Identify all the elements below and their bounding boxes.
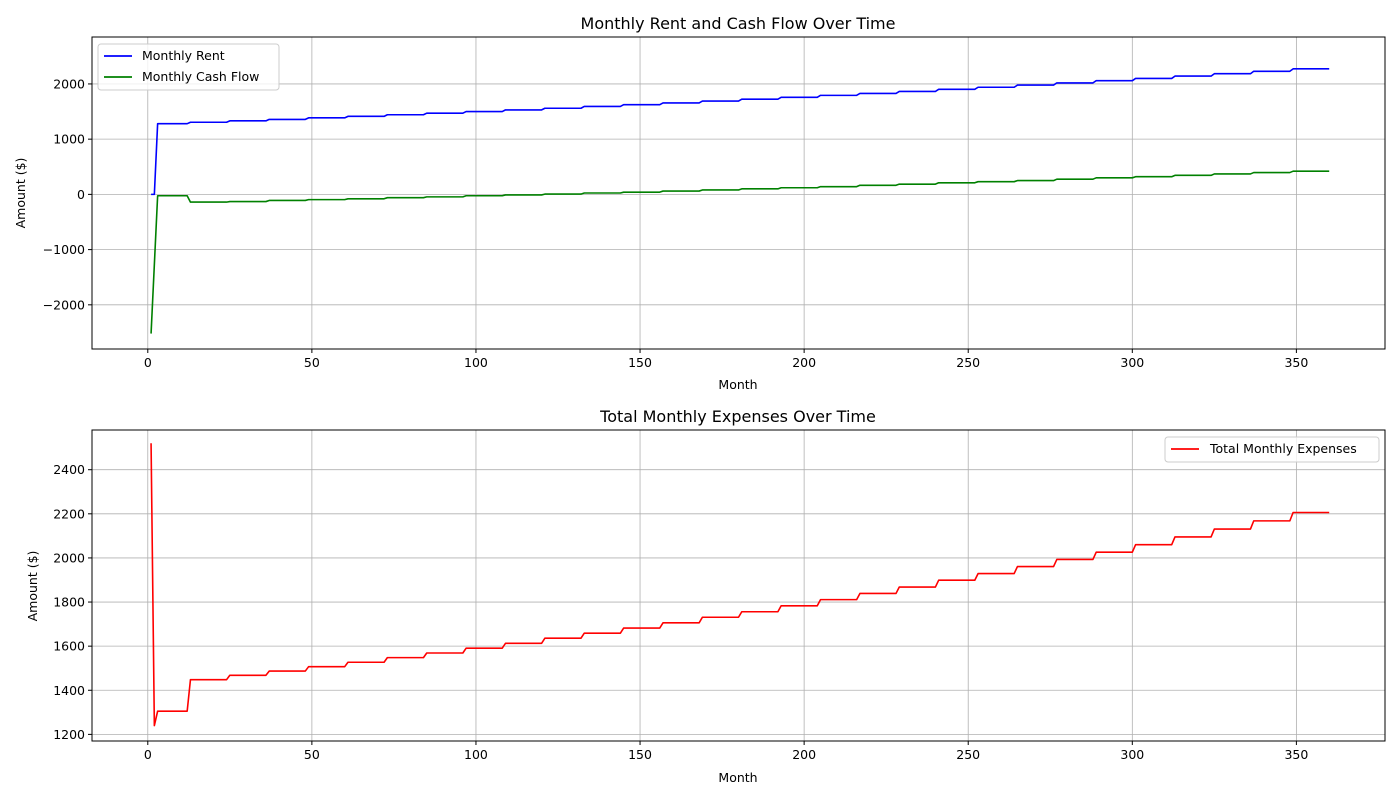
x-tick-label: 300 xyxy=(1120,747,1144,762)
y-tick-label: 1400 xyxy=(53,683,85,698)
x-tick-label: 150 xyxy=(628,355,652,370)
chart-title: Total Monthly Expenses Over Time xyxy=(599,407,876,426)
y-tick-label: −2000 xyxy=(43,297,85,312)
chart-title: Monthly Rent and Cash Flow Over Time xyxy=(581,14,896,33)
x-tick-label: 250 xyxy=(956,355,980,370)
series-line-monthly-cash-flow xyxy=(150,170,1330,334)
series-line-total-monthly-expenses xyxy=(150,443,1330,727)
x-tick-label: 100 xyxy=(464,355,488,370)
y-tick-label: 2400 xyxy=(53,462,85,477)
plot-area xyxy=(92,430,1385,741)
grid-lines xyxy=(92,37,1385,349)
x-tick-label: 50 xyxy=(304,355,320,370)
x-tick-label: 250 xyxy=(956,747,980,762)
x-tick-label: 350 xyxy=(1284,355,1308,370)
x-tick-label: 200 xyxy=(792,355,816,370)
series-layer xyxy=(150,443,1330,727)
y-tick-label: 2000 xyxy=(53,550,85,565)
x-tick-label: 50 xyxy=(304,747,320,762)
plot-frame xyxy=(91,429,1386,742)
y-axis-label: Amount ($) xyxy=(13,158,28,229)
legend-label-monthly-cash-flow: Monthly Cash Flow xyxy=(142,69,259,84)
y-axis-label: Amount ($) xyxy=(25,551,40,622)
x-tick-label: 0 xyxy=(144,747,152,762)
x-tick-label: 150 xyxy=(628,747,652,762)
y-tick-label: 1000 xyxy=(53,132,85,147)
x-tick-label: 300 xyxy=(1120,355,1144,370)
grid-lines xyxy=(92,430,1385,741)
y-tick-label: 1600 xyxy=(53,639,85,654)
y-tick-label: 2000 xyxy=(53,76,85,91)
x-axis-label: Month xyxy=(718,377,757,392)
legend-label-total-monthly-expenses: Total Monthly Expenses xyxy=(1209,441,1357,456)
series-line-monthly-rent xyxy=(151,68,1330,196)
legend-box xyxy=(1164,436,1380,463)
legend: Monthly Rent Monthly Cash Flow xyxy=(97,43,280,91)
plot-area xyxy=(92,37,1385,349)
legend-label-monthly-rent: Monthly Rent xyxy=(142,48,225,63)
chart-rent-cashflow: Monthly Rent and Cash Flow Over Time 0 50… xyxy=(13,14,1386,392)
plot-frame xyxy=(91,36,1386,350)
x-tick-label: 200 xyxy=(792,747,816,762)
x-tick-label: 100 xyxy=(464,747,488,762)
series-layer xyxy=(150,68,1330,334)
legend-box xyxy=(97,43,280,91)
x-tick-label: 0 xyxy=(144,355,152,370)
x-tick-label: 350 xyxy=(1284,747,1308,762)
y-tick-label: −1000 xyxy=(43,242,85,257)
x-axis-label: Month xyxy=(718,770,757,785)
y-axis-ticks: 1200 1400 1600 1800 2000 2200 2400 xyxy=(53,462,92,742)
y-axis-ticks: −2000 −1000 0 1000 2000 xyxy=(43,76,92,312)
x-axis-ticks: 0 50 100 150 200 250 300 350 xyxy=(144,349,1308,370)
x-axis-ticks: 0 50 100 150 200 250 300 350 xyxy=(144,741,1308,762)
y-tick-label: 1800 xyxy=(53,595,85,610)
y-tick-label: 0 xyxy=(77,187,85,202)
y-tick-label: 1200 xyxy=(53,727,85,742)
chart-total-expenses: Total Monthly Expenses Over Time 0 50 100 1… xyxy=(25,407,1386,785)
y-tick-label: 2200 xyxy=(53,506,85,521)
legend: Total Monthly Expenses xyxy=(1164,436,1380,463)
